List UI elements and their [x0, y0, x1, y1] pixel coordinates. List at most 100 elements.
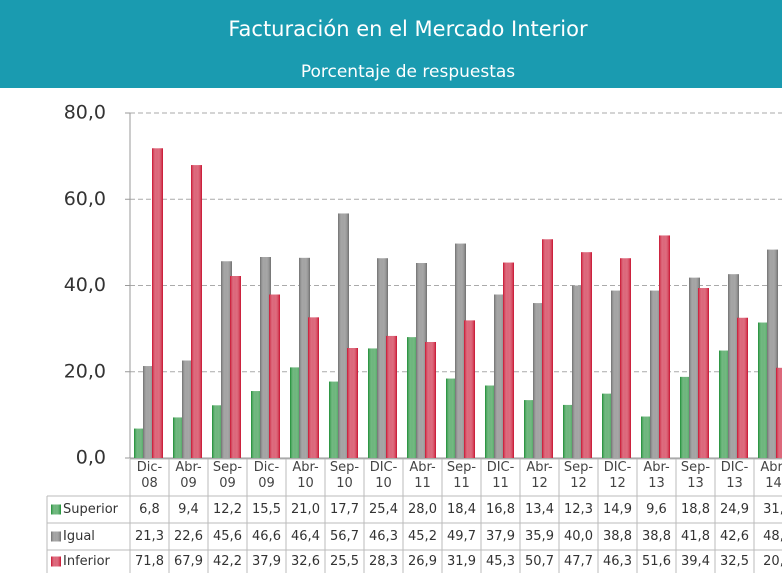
data-label: 38,8: [642, 529, 671, 544]
bar-shine: [767, 249, 778, 458]
y-tick-label: 80,0: [64, 102, 106, 124]
data-label: 45,3: [486, 554, 515, 569]
bar-shine: [191, 165, 202, 458]
bar-shine: [689, 277, 700, 458]
x-tick-label: Abr-13: [643, 460, 670, 491]
bar-shine: [581, 252, 592, 458]
data-label: 9,4: [178, 502, 199, 517]
data-label: 41,8: [681, 529, 710, 544]
data-label: 25,4: [369, 502, 398, 517]
data-label: 37,9: [486, 529, 515, 544]
bar-shine: [143, 366, 154, 458]
bar-shine: [533, 303, 544, 458]
bar-shine: [620, 258, 631, 458]
bar-shine: [641, 416, 652, 458]
bar-shine: [659, 235, 670, 458]
bar-shine: [221, 261, 232, 458]
legend-swatch-shine: [51, 556, 61, 567]
data-label: 48,: [763, 529, 782, 544]
bar-shine: [173, 417, 184, 458]
data-label: 32,6: [291, 554, 320, 569]
bar-shine: [542, 239, 553, 458]
data-label: 42,6: [720, 529, 749, 544]
bar-shine: [485, 385, 496, 458]
bar-shine: [347, 348, 358, 458]
data-label: 16,8: [486, 502, 515, 517]
bar-shine: [680, 376, 691, 458]
bar-shine: [602, 393, 613, 458]
data-label: 50,7: [525, 554, 554, 569]
bar-shine: [494, 294, 505, 458]
data-label: 15,5: [252, 502, 281, 517]
data-label: 17,7: [330, 502, 359, 517]
bar-shine: [368, 348, 379, 458]
data-label: 21,3: [135, 529, 164, 544]
data-label: 26,9: [408, 554, 437, 569]
data-label: 38,8: [603, 529, 632, 544]
y-tick-label: 20,0: [64, 360, 106, 382]
data-label: 13,4: [525, 502, 554, 517]
x-tick-label: Abr-09: [175, 460, 202, 491]
y-tick-label: 40,0: [64, 274, 106, 296]
x-tick-label: DIC-11: [487, 460, 515, 491]
x-tick-label: DIC-10: [370, 460, 398, 491]
data-label: 56,7: [330, 529, 359, 544]
data-label: 35,9: [525, 529, 554, 544]
x-tick-label: DIC-13: [721, 460, 749, 491]
x-tick-label: Sep-13: [681, 460, 711, 491]
bar-shine: [182, 360, 193, 458]
bar-shine: [455, 243, 466, 458]
x-tick-label: Dic-09: [254, 460, 280, 491]
data-label: 6,8: [139, 502, 160, 517]
data-label: 51,6: [642, 554, 671, 569]
x-tick-label: Dic-08: [137, 460, 163, 491]
bar-shine: [524, 400, 535, 458]
data-label: 47,7: [564, 554, 593, 569]
x-tick-label: Sep-10: [330, 460, 360, 491]
data-label: 46,6: [252, 529, 281, 544]
data-label: 67,9: [174, 554, 203, 569]
bar-shine: [650, 290, 661, 458]
bar-shine: [290, 367, 301, 458]
bar-shine: [611, 290, 622, 458]
data-label: 9,6: [646, 502, 667, 517]
bar-shine: [698, 288, 709, 458]
bar-shine: [377, 258, 388, 458]
bar-shine: [503, 262, 514, 458]
data-label: 12,2: [213, 502, 242, 517]
data-label: 24,9: [720, 502, 749, 517]
data-label: 37,9: [252, 554, 281, 569]
legend-label: Superior: [63, 502, 119, 517]
data-label: 39,4: [681, 554, 710, 569]
data-label: 28,3: [369, 554, 398, 569]
data-label: 21,0: [291, 502, 320, 517]
bar-shine: [416, 263, 427, 458]
data-label: 31,9: [447, 554, 476, 569]
data-label: 40,0: [564, 529, 593, 544]
bar-shine: [134, 428, 145, 458]
data-label: 42,2: [213, 554, 242, 569]
data-label: 32,5: [720, 554, 749, 569]
data-label: 71,8: [135, 554, 164, 569]
bar-shine: [407, 337, 418, 458]
data-label: 14,9: [603, 502, 632, 517]
y-tick-label: 60,0: [64, 188, 106, 210]
bar-shine: [719, 350, 730, 458]
bar-shine: [338, 213, 349, 458]
y-tick-label: 0,0: [76, 447, 106, 469]
x-tick-label: Sep-09: [213, 460, 243, 491]
x-tick-label: Abr-11: [409, 460, 436, 491]
legend-swatch-shine: [51, 504, 61, 515]
bar-shine: [329, 381, 340, 458]
data-label: 12,3: [564, 502, 593, 517]
data-label: 18,4: [447, 502, 476, 517]
bar-shine: [758, 322, 769, 458]
bar-shine: [776, 367, 782, 458]
chart-title: Facturación en el Mercado Interior: [228, 17, 588, 41]
data-label: 20,: [763, 554, 782, 569]
x-tick-label: Sep-11: [447, 460, 477, 491]
x-tick-label: Abr-12: [526, 460, 553, 491]
bar-shine: [425, 341, 436, 458]
